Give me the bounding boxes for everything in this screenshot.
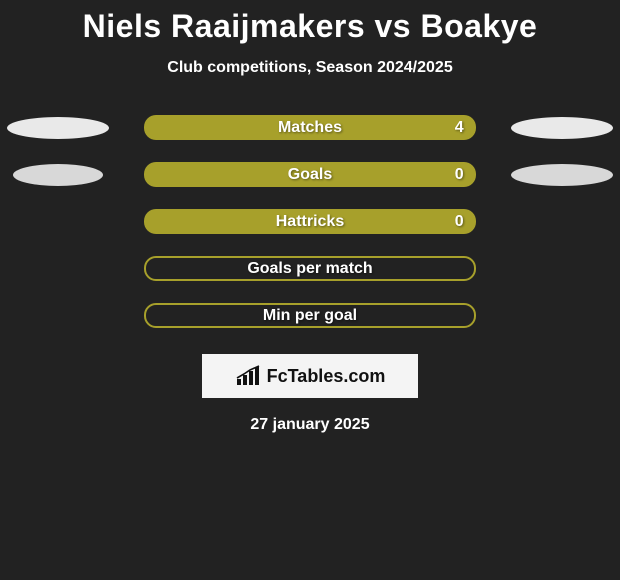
left-ellipse bbox=[13, 164, 103, 186]
comparison-card: Niels Raaijmakers vs Boakye Club competi… bbox=[0, 0, 620, 434]
stat-label: Goals bbox=[288, 166, 332, 184]
stat-pill: Matches 4 bbox=[144, 115, 475, 140]
left-ellipse bbox=[7, 117, 109, 139]
stat-pill: Min per goal bbox=[144, 303, 475, 328]
stat-row-goals-per-match: Goals per match bbox=[0, 256, 620, 281]
page-title: Niels Raaijmakers vs Boakye bbox=[0, 8, 620, 45]
source-logo-text: FcTables.com bbox=[267, 366, 386, 387]
stat-rows: Matches 4 Goals 0 Hattricks 0 bbox=[0, 115, 620, 328]
stat-label: Min per goal bbox=[263, 307, 357, 325]
stat-value-right: 4 bbox=[455, 119, 464, 137]
stat-value-right: 0 bbox=[455, 213, 464, 231]
stat-pill: Hattricks 0 bbox=[144, 209, 475, 234]
stat-pill: Goals per match bbox=[144, 256, 475, 281]
stat-pill: Goals 0 bbox=[144, 162, 475, 187]
right-ellipse bbox=[511, 164, 613, 186]
stat-label: Goals per match bbox=[247, 260, 372, 278]
right-value-slot bbox=[504, 117, 620, 139]
bar-chart-icon bbox=[235, 365, 261, 387]
stat-row-matches: Matches 4 bbox=[0, 115, 620, 140]
left-value-slot bbox=[0, 164, 116, 186]
stat-value-right: 0 bbox=[455, 166, 464, 184]
stat-row-min-per-goal: Min per goal bbox=[0, 303, 620, 328]
source-logo: FcTables.com bbox=[202, 354, 418, 398]
page-subtitle: Club competitions, Season 2024/2025 bbox=[0, 59, 620, 77]
stat-label: Hattricks bbox=[276, 213, 344, 231]
stat-row-hattricks: Hattricks 0 bbox=[0, 209, 620, 234]
stat-row-goals: Goals 0 bbox=[0, 162, 620, 187]
right-value-slot bbox=[504, 164, 620, 186]
snapshot-date: 27 january 2025 bbox=[0, 416, 620, 434]
left-value-slot bbox=[0, 117, 116, 139]
right-ellipse bbox=[511, 117, 613, 139]
stat-label: Matches bbox=[278, 119, 342, 137]
